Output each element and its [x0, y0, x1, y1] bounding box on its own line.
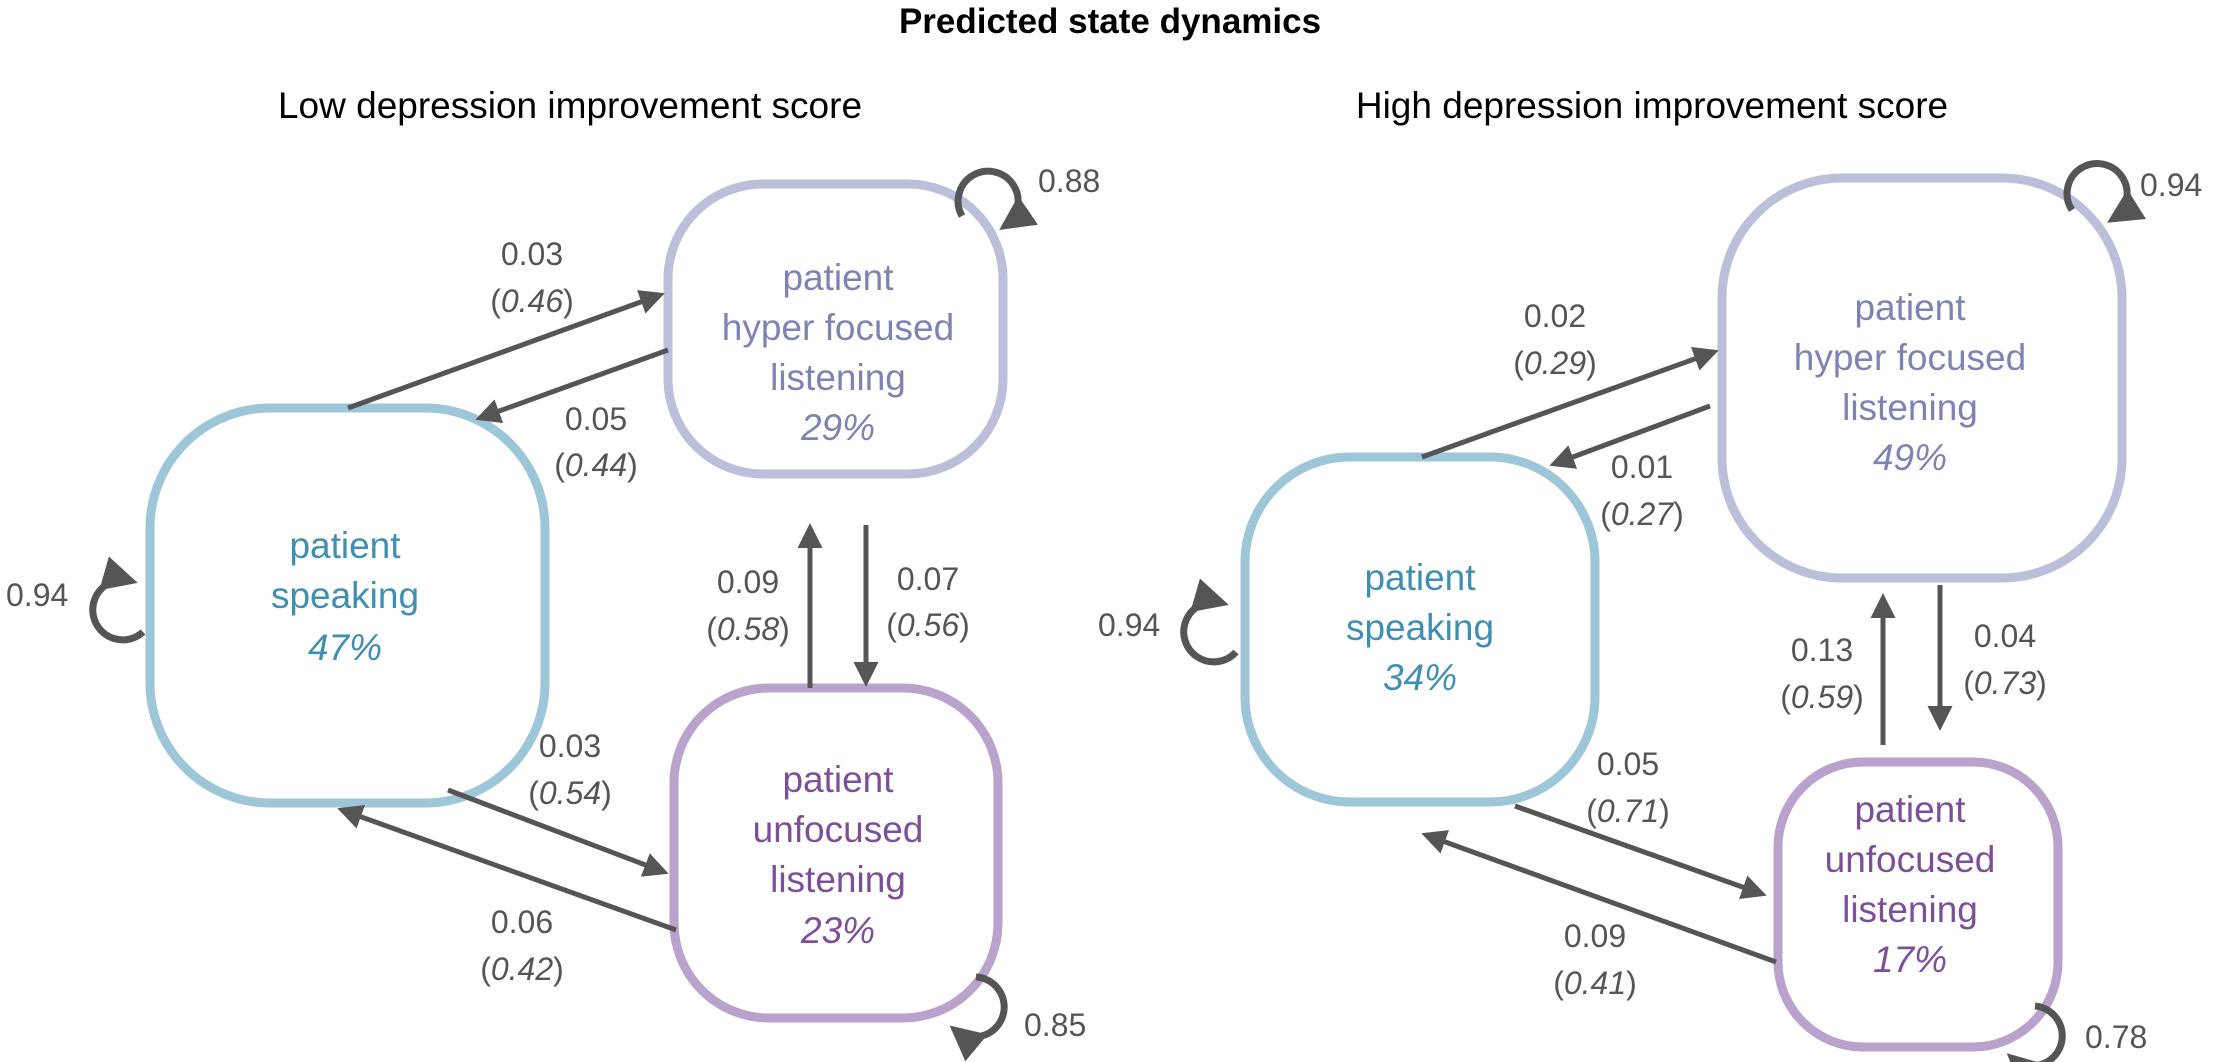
self-loop-arrow-unfocused [949, 973, 1008, 1062]
node-label-line: listening [770, 357, 906, 398]
transition-subvalue: (0.54) [528, 775, 612, 811]
transition-label-speaking-to-unfocused: 0.03 (0.54) [528, 728, 612, 811]
self-loop-label-hyper: 0.94 [2140, 167, 2202, 203]
node-label-line: listening [770, 859, 906, 900]
arrow-speaking-to-hyper [1421, 347, 1719, 460]
transition-subvalue: (0.27) [1600, 496, 1684, 532]
transition-value: 0.05 [1597, 746, 1659, 782]
transition-subvalue: (0.56) [886, 607, 970, 643]
arrow-unfocused-to-speaking [337, 804, 677, 933]
transition-subvalue: (0.46) [490, 283, 574, 319]
self-loop-arrow-speaking [1180, 578, 1239, 666]
self-loop-arrow-hyper [2063, 160, 2147, 223]
transition-value: 0.09 [1564, 918, 1626, 954]
transition-label-hyper-to-unfocused: 0.04 (0.73) [1963, 618, 2047, 701]
transition-label-unfocused-to-hyper: 0.13 (0.59) [1780, 632, 1864, 715]
transition-label-speaking-to-hyper: 0.02 (0.29) [1513, 298, 1597, 381]
node-label-line: unfocused [753, 809, 924, 850]
transition-label-speaking-to-hyper: 0.03 (0.46) [490, 236, 574, 319]
transition-value: 0.06 [491, 904, 553, 940]
arrow-unfocused-to-speaking [1421, 830, 1777, 965]
node-label-line: patient [782, 759, 894, 800]
transition-value: 0.03 [539, 728, 601, 764]
node-label-line: patient [782, 257, 894, 298]
node-percentage: 49% [1873, 437, 1947, 478]
panel-low: Low depression improvement score patient… [6, 85, 1100, 1062]
node-label-line: patient [1854, 287, 1966, 328]
node-label-line: hyper focused [1794, 337, 2026, 378]
node-percentage: 34% [1383, 657, 1457, 698]
node-patient-unfocused-listening [1773, 757, 2063, 1052]
self-loop-arrow-hyper [954, 167, 1038, 230]
self-loop-label-unfocused: 0.78 [2085, 1019, 2147, 1055]
node-patient-hyper-focused-listening [1717, 173, 2127, 583]
self-loop-label-unfocused: 0.85 [1024, 1007, 1086, 1043]
transition-subvalue: (0.29) [1513, 345, 1597, 381]
transition-value: 0.04 [1974, 618, 2036, 654]
transition-value: 0.05 [565, 401, 627, 437]
self-loop-label-speaking: 0.94 [6, 577, 68, 613]
node-label-line: patient [1364, 557, 1476, 598]
node-label-line: unfocused [1825, 839, 1996, 880]
transition-value: 0.03 [501, 236, 563, 272]
node-percentage: 29% [800, 407, 875, 448]
self-loop-label-speaking: 0.94 [1098, 607, 1160, 643]
transition-value: 0.02 [1524, 298, 1586, 334]
node-label-line: hyper focused [722, 307, 954, 348]
node-label-line: listening [1842, 889, 1978, 930]
node-percentage: 47% [308, 627, 382, 668]
node-label-line: patient [289, 525, 401, 566]
panel-high: High depression improvement score patien… [1098, 85, 2202, 1062]
transition-value: 0.07 [897, 561, 959, 597]
transition-label-hyper-to-unfocused: 0.07 (0.56) [886, 561, 970, 643]
panel-subtitle: Low depression improvement score [278, 85, 862, 126]
node-percentage: 17% [1873, 939, 1947, 980]
node-patient-unfocused-listening [669, 683, 1003, 1023]
node-patient-hyper-focused-listening [663, 179, 1008, 479]
panel-subtitle: High depression improvement score [1356, 85, 1948, 126]
transition-subvalue: (0.41) [1553, 965, 1637, 1001]
node-percentage: 23% [800, 910, 875, 951]
transition-label-hyper-to-speaking: 0.05 (0.44) [554, 401, 638, 483]
arrow-hyper-to-speaking [475, 347, 669, 423]
arrow-speaking-to-unfocused [1514, 803, 1767, 900]
transition-label-unfocused-to-speaking: 0.09 (0.41) [1553, 918, 1637, 1001]
transition-label-speaking-to-unfocused: 0.05 (0.71) [1586, 746, 1670, 829]
arrow-speaking-to-hyper [347, 290, 665, 411]
transition-subvalue: (0.59) [1780, 679, 1864, 715]
self-loop-label-hyper: 0.88 [1038, 163, 1100, 199]
node-label-line: speaking [271, 575, 419, 616]
transition-subvalue: (0.44) [554, 447, 638, 483]
transition-label-hyper-to-speaking: 0.01 (0.27) [1600, 449, 1684, 532]
transition-subvalue: (0.58) [706, 611, 790, 647]
transition-label-unfocused-to-speaking: 0.06 (0.42) [480, 904, 564, 987]
self-loop-arrow-unfocused [2006, 1002, 2066, 1062]
transition-subvalue: (0.71) [1586, 793, 1670, 829]
node-label-line: speaking [1346, 607, 1494, 648]
node-patient-speaking [1240, 452, 1600, 807]
node-label-line: patient [1854, 789, 1966, 830]
node-label-line: listening [1842, 387, 1978, 428]
transition-value: 0.09 [717, 564, 779, 600]
node-patient-speaking [145, 403, 550, 808]
transition-label-unfocused-to-hyper: 0.09 (0.58) [706, 564, 790, 647]
arrow-speaking-to-unfocused [447, 787, 669, 877]
transition-subvalue: (0.73) [1963, 665, 2047, 701]
arrow-hyper-to-speaking [1549, 403, 1711, 469]
figure-title: Predicted state dynamics [899, 2, 1321, 41]
transition-value: 0.13 [1791, 632, 1853, 668]
transition-subvalue: (0.42) [480, 951, 564, 987]
transition-value: 0.01 [1611, 449, 1673, 485]
self-loop-arrow-speaking [89, 556, 146, 644]
